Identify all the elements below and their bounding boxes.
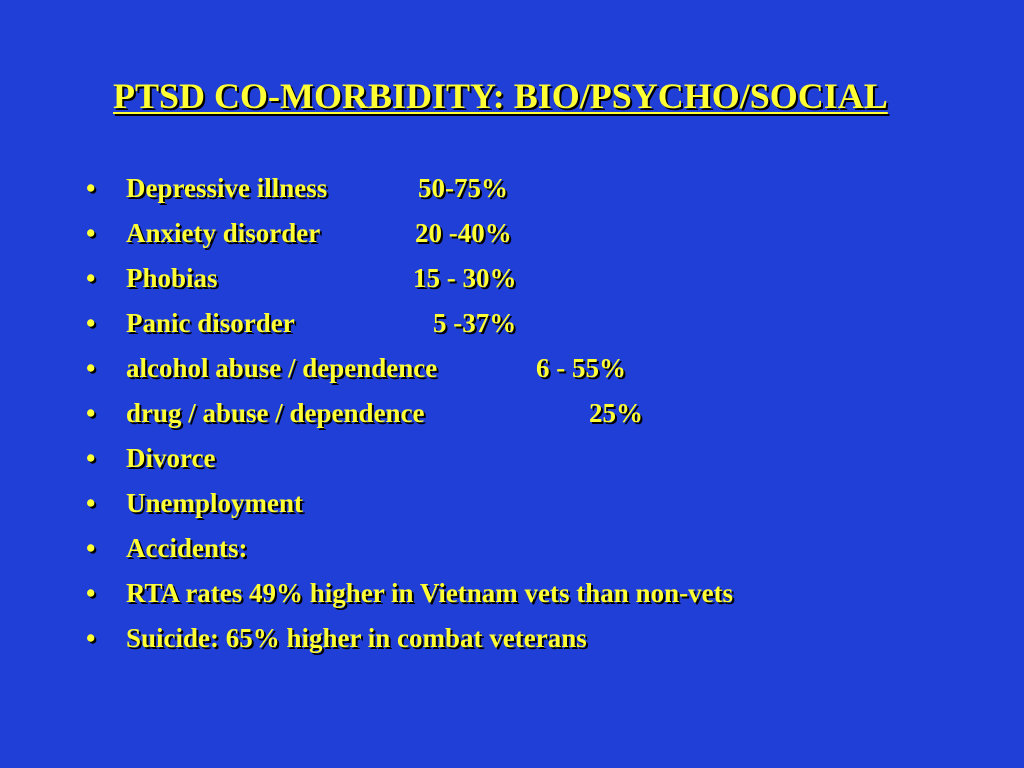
bullet-label: Suicide: 65% higher in combat veterans	[126, 623, 587, 653]
bullet-icon: •	[86, 443, 96, 473]
bullet-icon: •	[86, 578, 96, 608]
bullet-label: Panic disorder	[126, 308, 295, 338]
bullet-value: 5 -37%	[433, 308, 517, 338]
bullet-value: 50-75%	[418, 173, 508, 203]
bullet-label: alcohol abuse / dependence	[126, 353, 438, 383]
bullet-label: Unemployment	[126, 488, 303, 518]
slide-title: PTSD CO-MORBIDITY: BIO/PSYCHO/SOCIAL	[113, 76, 888, 116]
bullet-icon: •	[86, 308, 96, 338]
bullet-value: 6 - 55%	[536, 353, 626, 383]
bullet-icon: •	[86, 623, 96, 653]
bullet-value: 15 - 30%	[413, 263, 517, 293]
bullet-value: 25%	[589, 398, 643, 428]
bullet-label: drug / abuse / dependence	[126, 398, 425, 428]
bullet-icon: •	[86, 398, 96, 428]
bullet-value: 20 -40%	[415, 218, 512, 248]
bullet-icon: •	[86, 533, 96, 563]
bullet-label: Depressive illness	[126, 173, 328, 203]
bullet-icon: •	[86, 173, 96, 203]
bullet-label: Accidents:	[126, 533, 248, 563]
bullet-label: Phobias	[126, 263, 218, 293]
bullet-icon: •	[86, 218, 96, 248]
bullet-label: Anxiety disorder	[126, 218, 321, 248]
bullet-icon: •	[86, 488, 96, 518]
bullet-icon: •	[86, 353, 96, 383]
bullet-label: RTA rates 49% higher in Vietnam vets tha…	[126, 578, 734, 608]
bullet-icon: •	[86, 263, 96, 293]
bullet-label: Divorce	[126, 443, 216, 473]
